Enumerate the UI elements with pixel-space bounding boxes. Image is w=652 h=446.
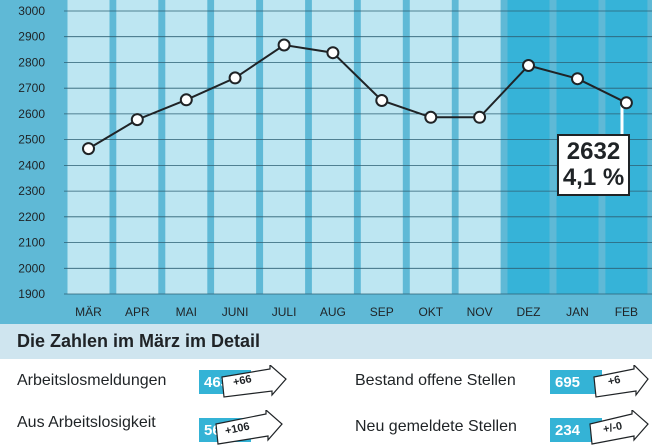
x-tick-label: SEP: [370, 305, 394, 319]
data-point-nov: [473, 110, 487, 124]
month-column-apr: [116, 0, 159, 294]
stat-label-aus-arbeitslosigkeit: Aus Arbeitslosigkeit: [17, 414, 156, 431]
x-tick-label: FEB: [615, 305, 638, 319]
month-column-aug: [311, 0, 354, 294]
month-column-sep: [360, 0, 403, 294]
stat-label-arbeitslosmeldungen: Arbeitslosmeldungen: [17, 372, 167, 389]
y-tick-label: 2800: [18, 56, 45, 70]
data-point-juni: [228, 71, 242, 85]
latest-value-callout: 2632 4,1 %: [557, 134, 630, 196]
data-point-juli: [277, 38, 291, 52]
x-tick-label: NOV: [467, 305, 493, 319]
series-line: [87, 43, 627, 150]
stat-change: +6: [606, 373, 622, 389]
data-point-mai: [179, 93, 193, 107]
y-tick-label: 1900: [18, 287, 45, 301]
data-point-jan: [571, 72, 584, 86]
callout-rate: 4,1 %: [562, 164, 625, 191]
data-point-okt: [424, 110, 438, 124]
x-tick-label: OKT: [418, 305, 443, 319]
change-arrow-icon: [593, 365, 649, 398]
x-tick-label: MÄR: [75, 305, 102, 319]
stat-value-box: 695: [550, 370, 602, 394]
detail-section-header: Die Zahlen im März im Detail: [0, 324, 652, 359]
x-tick-label: JAN: [566, 305, 589, 319]
y-tick-label: 2500: [18, 133, 45, 147]
month-column-okt: [409, 0, 452, 294]
data-point-apr: [130, 113, 144, 127]
line-chart: 1900 2000 2100 2200 2300 2400 2500 2600 2700 2800…: [0, 0, 652, 324]
month-column-juni: [214, 0, 257, 294]
month-column-nov: [458, 0, 501, 294]
data-point-aug: [326, 46, 340, 60]
stat-label-neu-gemeldete-stellen: Neu gemeldete Stellen: [355, 418, 517, 435]
y-tick-label: 2600: [18, 107, 45, 121]
y-tick-label: 3000: [18, 4, 45, 18]
y-tick-label: 2000: [18, 261, 45, 275]
y-tick-label: 2100: [18, 236, 45, 250]
x-tick-label: MAI: [176, 305, 197, 319]
data-point-feb: [619, 96, 633, 110]
y-tick-label: 2300: [18, 184, 45, 198]
data-point-sep: [375, 94, 389, 107]
y-tick-label: 2900: [18, 30, 45, 44]
x-tick-label: JUNI: [222, 305, 249, 319]
y-tick-label: 2700: [18, 81, 45, 95]
data-point-dez: [522, 59, 535, 72]
month-column-dez: [507, 0, 550, 294]
month-column-mai: [165, 0, 208, 294]
x-tick-label: APR: [125, 305, 150, 319]
y-tick-label: 2200: [18, 210, 45, 224]
callout-value: 2632: [566, 138, 621, 165]
x-tick-label: AUG: [320, 305, 346, 319]
detail-title: Die Zahlen im März im Detail: [17, 331, 261, 351]
x-tick-label: JULI: [272, 305, 297, 319]
data-point-mär: [82, 142, 95, 156]
stat-label-bestand-offene-stellen: Bestand offene Stellen: [355, 372, 516, 389]
y-tick-label: 2400: [18, 158, 45, 172]
x-tick-label: DEZ: [517, 305, 541, 319]
change-arrow-icon: [221, 365, 287, 398]
